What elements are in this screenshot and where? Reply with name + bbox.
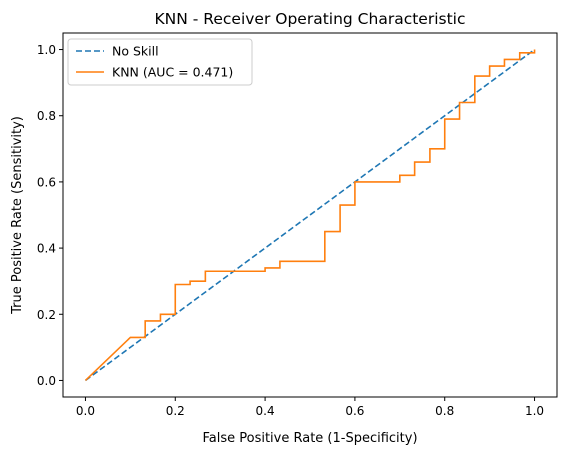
legend-box (67, 38, 253, 86)
x-axis-label: False Positive Rate (1-Specificity) (202, 431, 417, 446)
y-tick-label: 0.6 (37, 175, 56, 189)
x-tick-label: 0.0 (76, 404, 95, 418)
plot-frame (62, 32, 558, 398)
x-tick-label: 1.0 (525, 404, 544, 418)
series-line-1 (84, 48, 536, 382)
y-tick-label: 0.0 (37, 374, 56, 388)
legend-label-2: KNN (AUC = 0.471) (112, 65, 233, 80)
x-tick-label: 0.8 (435, 404, 454, 418)
x-tick-label: 0.6 (345, 404, 364, 418)
y-tick-label: 0.4 (37, 242, 56, 256)
y-axis-label: True Positive Rate (Sensitivity) (10, 116, 25, 315)
y-tick-label: 0.8 (37, 109, 56, 123)
y-tick-label: 1.0 (37, 43, 56, 57)
chart-title: KNN - Receiver Operating Characteristic (154, 10, 465, 28)
plot-area: 0.0 0.2 0.4 0.6 0.8 1.0 0.0 0.2 0.4 0.6 0.8 1.0 (37, 32, 558, 418)
series-line-2 (84, 49, 536, 382)
x-tick-label: 0.4 (256, 404, 275, 418)
x-tick-label: 0.2 (166, 404, 185, 418)
y-tick-label: 0.2 (37, 308, 56, 322)
legend: No Skill KNN (AUC = 0.471) (67, 38, 253, 86)
legend-label-1: No Skill (112, 44, 159, 59)
